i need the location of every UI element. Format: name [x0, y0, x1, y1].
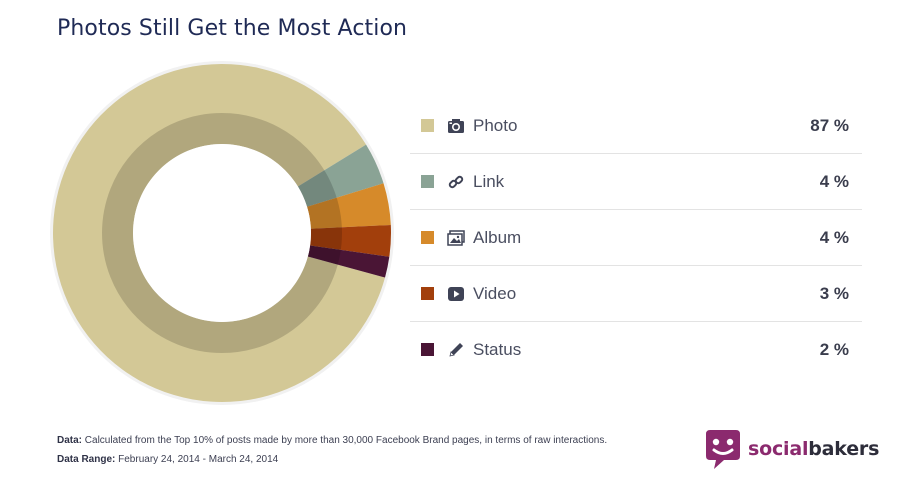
socialbakers-logo-icon — [706, 430, 740, 469]
legend: Photo 87 % Link 4 % Album 4 % Video 3 % Status 2 … — [410, 98, 862, 377]
data-label: Data: — [57, 435, 83, 446]
video-icon — [447, 285, 465, 303]
donut-slice-link — [297, 144, 384, 207]
donut-slice-photo — [53, 64, 386, 403]
legend-value: 4 % — [819, 227, 849, 247]
legend-swatch — [421, 287, 434, 300]
legend-item-album: Album 4 % — [410, 210, 862, 266]
pencil-icon — [447, 341, 465, 359]
donut-chart — [50, 61, 394, 405]
legend-label: Status — [473, 339, 522, 359]
data-text: Calculated from the Top 10% of posts mad… — [84, 435, 608, 446]
legend-item-link: Link 4 % — [410, 154, 862, 210]
legend-item-video: Video 3 % — [410, 266, 862, 322]
socialbakers-logo: socialbakers — [704, 428, 879, 470]
link-icon — [447, 173, 465, 191]
legend-item-status: Status 2 % — [410, 322, 862, 377]
legend-label: Album — [473, 227, 522, 247]
legend-swatch — [421, 119, 434, 132]
logo-wordmark: socialbakers — [748, 438, 880, 460]
album-icon — [447, 229, 465, 247]
legend-label: Link — [473, 171, 505, 191]
legend-item-photo: Photo 87 % — [410, 98, 862, 154]
legend-swatch — [421, 343, 434, 356]
legend-value: 2 % — [819, 339, 849, 359]
donut-slice-status — [307, 245, 390, 278]
legend-swatch — [421, 175, 434, 188]
data-range-text: February 24, 2014 - March 24, 2014 — [118, 454, 279, 465]
legend-value: 87 % — [810, 115, 849, 135]
legend-label: Photo — [473, 115, 518, 135]
donut-hole — [133, 144, 311, 322]
legend-value: 3 % — [819, 283, 849, 303]
legend-swatch — [421, 231, 434, 244]
legend-value: 4 % — [819, 171, 849, 191]
donut-slice-video — [310, 225, 391, 257]
camera-icon — [447, 117, 465, 135]
footer-note: Data: Calculated from the Top 10% of pos… — [57, 431, 607, 469]
donut-slice-album — [307, 183, 391, 229]
legend-label: Video — [473, 283, 517, 303]
donut-inner-shade — [102, 113, 342, 353]
chart-title: Photos Still Get the Most Action — [57, 16, 408, 41]
data-range-label: Data Range: — [57, 454, 116, 465]
